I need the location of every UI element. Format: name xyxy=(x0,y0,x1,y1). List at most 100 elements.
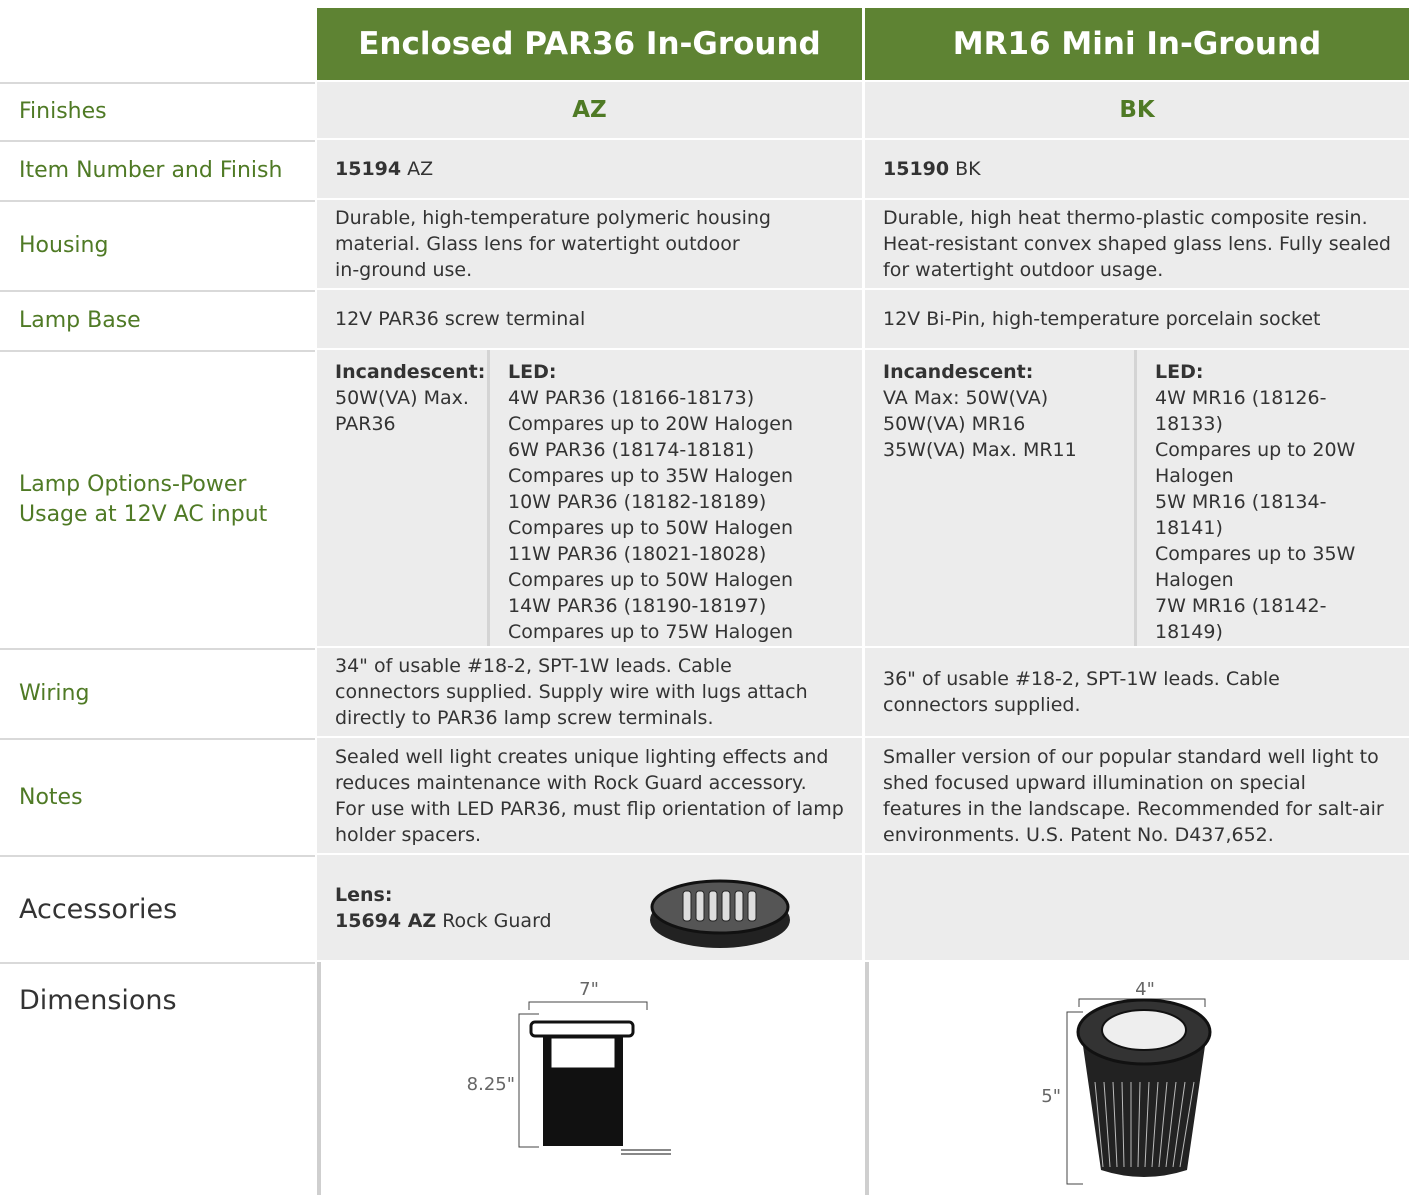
cell: Incandescent: 50W(VA) Max. PAR36 LED: 4W PAR… xyxy=(317,350,862,646)
cell-line: in-ground use. xyxy=(335,259,473,281)
rock-guard-slot xyxy=(695,890,705,922)
dim-height: 8.25" xyxy=(467,1074,515,1095)
cell-line: 6W PAR36 (18174-18181) xyxy=(508,439,755,461)
cell-line: PAR36 xyxy=(335,413,396,435)
rock-guard-top xyxy=(650,879,790,935)
cell-line: Compares up to 20W xyxy=(1155,439,1356,461)
column-header: Enclosed PAR36 In-Ground xyxy=(317,8,862,80)
finish-code: AZ xyxy=(572,97,607,123)
row-label: Finishes xyxy=(0,82,315,140)
sub-column: LED: 4W PAR36 (18166-18173) Compares up to… xyxy=(490,350,862,646)
row-label: Notes xyxy=(0,738,315,855)
rock-guard-slot xyxy=(682,890,692,922)
row-label: Lamp Options-Power Usage at 12V AC input xyxy=(0,350,315,648)
cell-text: Rock Guard xyxy=(442,909,552,932)
cell-line: directly to PAR36 lamp screw terminals. xyxy=(335,707,714,729)
fixture-fin xyxy=(1137,1081,1141,1168)
cell: 12V Bi-Pin, high-temperature porcelain s… xyxy=(865,290,1409,348)
cell: 7" 8.25" xyxy=(317,962,862,1195)
cell: 4" 5" xyxy=(865,962,1409,1195)
sub-column: Incandescent: VA Max: 50W(VA) 50W(VA) MR16… xyxy=(865,350,1137,646)
cell-line: Compares up to 35W xyxy=(1155,543,1356,565)
cell: 15190 BK xyxy=(865,140,1409,198)
cell-line: Compares up to 50W Halogen xyxy=(508,569,794,591)
cell xyxy=(865,855,1409,960)
bold-text: 15194 xyxy=(335,158,402,180)
finish-code: BK xyxy=(1119,97,1155,123)
cell: Lens: 15694 AZ Rock Guard xyxy=(317,855,862,960)
cell: AZ xyxy=(317,82,862,138)
cell-line: Heat-resistant convex shaped glass lens.… xyxy=(883,233,1391,255)
cell-line: Compares up to 20W Halogen xyxy=(508,413,794,435)
cell-line: 34" of usable #18-2, SPT-1W leads. Cable xyxy=(335,655,732,677)
row-label: Dimensions xyxy=(0,962,315,1195)
fixture-window xyxy=(550,1037,616,1069)
cell-line: Halogen xyxy=(1155,465,1234,487)
dim-line xyxy=(518,1001,648,1148)
cell-line: Durable, high heat thermo-plastic compos… xyxy=(883,207,1368,229)
cell-line: 12V Bi-Pin, high-temperature porcelain s… xyxy=(883,308,1321,330)
fixture-fin xyxy=(1121,1081,1125,1168)
cell-line: connectors supplied. Supply wire with lu… xyxy=(335,681,808,703)
cell-line: 4W MR16 (18126-18133) xyxy=(1155,387,1327,435)
cell-line: features in the landscape. Recommended f… xyxy=(883,797,1384,820)
cell-line: For use with LED PAR36, must flip orient… xyxy=(335,797,844,820)
cell-line: 7W MR16 (18142-18149) xyxy=(1155,595,1327,643)
cell-line: 15194 AZ xyxy=(335,156,844,182)
cell-line: VA Max: 50W(VA) xyxy=(883,387,1049,409)
fixture-fin xyxy=(1094,1081,1104,1168)
cell-line: for watertight outdoor usage. xyxy=(883,259,1164,281)
cell-line: shed focused upward illumination on spec… xyxy=(883,771,1306,794)
cell-line: 50W(VA) Max. xyxy=(335,387,469,409)
fixture-fin xyxy=(1172,1081,1186,1168)
cell: BK xyxy=(865,82,1409,138)
sub-column: Incandescent: 50W(VA) Max. PAR36 xyxy=(317,350,490,646)
fixture-fin xyxy=(1151,1081,1159,1168)
cell-line: 14W PAR36 (18190-18197) xyxy=(508,595,767,617)
cell-line: Compares up to 35W Halogen xyxy=(508,465,794,487)
cell-line: Sealed well light creates unique lightin… xyxy=(335,745,829,768)
cell: 12V PAR36 screw terminal xyxy=(317,290,862,348)
fixture-wire xyxy=(621,1149,671,1155)
cell-line: material. Glass lens for watertight outd… xyxy=(335,233,740,255)
cell-line: 15694 AZ Rock Guard xyxy=(335,908,844,934)
bold-text: 15190 xyxy=(883,158,950,180)
cell-line: Compares up to 50W Halogen xyxy=(508,517,794,539)
rock-guard-slot xyxy=(721,890,731,922)
dimension-drawing: 7" 8.25" xyxy=(467,979,671,1155)
cell-line: holder spacers. xyxy=(335,823,482,846)
cell-line: Halogen xyxy=(1155,569,1234,591)
cell-line: connectors supplied. xyxy=(883,694,1081,716)
fixture-fin xyxy=(1144,1081,1150,1168)
dim-height: 5" xyxy=(1041,1086,1061,1107)
cell-heading: Lens: xyxy=(335,883,393,906)
cell: Incandescent: VA Max: 50W(VA) 50W(VA) MR16… xyxy=(865,350,1409,695)
dim-width: 7" xyxy=(579,979,599,1000)
rock-guard-image xyxy=(650,879,790,948)
dim-width: 4" xyxy=(1135,979,1155,1000)
cell: Durable, high heat thermo-plastic compos… xyxy=(865,200,1409,288)
sub-column: LED: 4W MR16 (18126-18133) Compares up to … xyxy=(1137,350,1409,695)
cell: 34" of usable #18-2, SPT-1W leads. Cable… xyxy=(317,648,862,736)
cell-line: environments. U.S. Patent No. D437,652. xyxy=(883,823,1274,846)
cell-text: AZ xyxy=(407,158,434,180)
cell: 15194 AZ xyxy=(317,140,862,198)
dimension-drawing: 4" 5" xyxy=(1041,979,1212,1185)
cell: Durable, high-temperature polymeric hous… xyxy=(317,200,862,288)
sub-heading: LED: xyxy=(1155,361,1204,383)
bold-text: 15694 AZ xyxy=(335,909,437,932)
row-label: Item Number and Finish xyxy=(0,140,315,200)
rock-guard-slot xyxy=(734,890,744,922)
cell-line: 5W MR16 (18134-18141) xyxy=(1155,491,1327,539)
row-label: Housing xyxy=(0,200,315,290)
cell-line: 10W PAR36 (18182-18189) xyxy=(508,491,767,513)
sub-heading: Incandescent: xyxy=(883,361,1034,383)
cell: Smaller version of our popular standard … xyxy=(865,738,1409,853)
cell-line: 50W(VA) MR16 xyxy=(883,413,1026,435)
cell-line: 4W PAR36 (18166-18173) xyxy=(508,387,755,409)
cell-line: Compares up to 75W Halogen xyxy=(508,621,794,643)
fixture-lid xyxy=(529,1020,635,1038)
fixture-lens xyxy=(1101,1009,1187,1051)
cell-line: Smaller version of our popular standard … xyxy=(883,745,1379,768)
